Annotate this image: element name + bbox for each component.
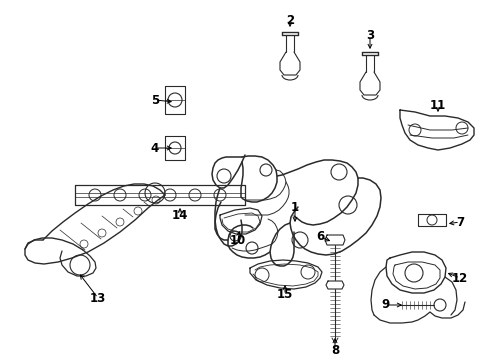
- Text: 8: 8: [330, 343, 339, 356]
- Text: 5: 5: [151, 94, 159, 107]
- Text: 10: 10: [229, 234, 245, 247]
- Text: 4: 4: [151, 141, 159, 154]
- Text: 14: 14: [171, 208, 188, 221]
- Text: 2: 2: [285, 14, 293, 27]
- Text: 1: 1: [290, 201, 299, 213]
- Text: 3: 3: [365, 28, 373, 41]
- Text: 9: 9: [380, 298, 388, 311]
- Text: 15: 15: [276, 288, 293, 302]
- Text: 12: 12: [451, 271, 467, 284]
- Text: 13: 13: [90, 292, 106, 305]
- Text: 6: 6: [315, 230, 324, 243]
- Text: 11: 11: [429, 99, 445, 112]
- Text: 7: 7: [455, 216, 463, 229]
